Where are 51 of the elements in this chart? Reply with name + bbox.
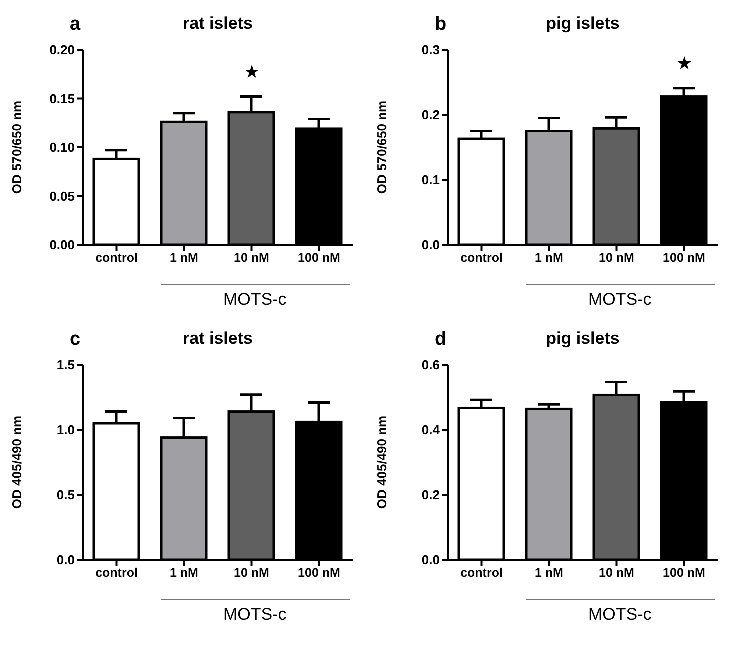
y-axis-title: OD 570/650 nm bbox=[10, 100, 25, 194]
y-tick-label: 0.10 bbox=[50, 140, 75, 156]
x-tick-label: 10 nM bbox=[599, 250, 634, 265]
x-tick-label: 100 nM bbox=[298, 566, 340, 580]
chart-title: rat islets bbox=[182, 14, 254, 34]
y-tick-label: 0.05 bbox=[50, 188, 75, 204]
annotation: ★ bbox=[244, 62, 260, 82]
y-tick-label: 0.20 bbox=[50, 42, 75, 58]
x-tick-label: 10 nM bbox=[234, 250, 270, 265]
x-tick-label: control bbox=[460, 566, 503, 580]
y-axis-title: OD 405/490 nm bbox=[10, 416, 25, 510]
x-tick-label: 1 nM bbox=[535, 250, 564, 265]
x-tick-label: 1 nM bbox=[170, 250, 198, 265]
y-tick-label: 0.6 bbox=[422, 358, 440, 373]
y-tick-label: 0.0 bbox=[56, 552, 75, 568]
y-tick-label: 0.2 bbox=[422, 488, 440, 503]
text: b bbox=[435, 14, 447, 36]
chart-title: rat islets bbox=[182, 329, 254, 349]
x-tick-label: 100 nM bbox=[663, 250, 706, 265]
text: d bbox=[435, 329, 447, 351]
annotation: ★ bbox=[676, 53, 692, 74]
text: a bbox=[70, 14, 81, 36]
text: MOTS-c bbox=[222, 605, 288, 625]
x-tick-label: control bbox=[96, 250, 138, 265]
y-tick-label: 0.0 bbox=[422, 238, 440, 253]
text: MOTS-c bbox=[587, 290, 653, 310]
text: MOTS-c bbox=[222, 290, 288, 310]
y-tick-label: 0.00 bbox=[50, 238, 75, 253]
y-tick-label: 0.15 bbox=[50, 91, 75, 106]
chart-title: pig islets bbox=[545, 329, 621, 349]
y-tick-label: 0.5 bbox=[56, 488, 75, 503]
x-tick-label: 1 nM bbox=[170, 566, 198, 580]
y-tick-label: 1.0 bbox=[56, 422, 75, 438]
y-tick-label: 0.3 bbox=[422, 42, 440, 58]
x-tick-label: control bbox=[96, 566, 138, 580]
y-tick-label: 0.0 bbox=[422, 552, 440, 568]
y-axis-title: OD 405/490 nm bbox=[374, 416, 390, 510]
y-tick-label: 0.4 bbox=[422, 422, 441, 438]
x-tick-label: 100 nM bbox=[663, 566, 706, 580]
text: MOTS-c bbox=[587, 605, 653, 625]
y-tick-label: 0.2 bbox=[422, 108, 440, 123]
x-tick-label: control bbox=[460, 250, 503, 265]
x-tick-label: 10 nM bbox=[234, 566, 270, 580]
text: c bbox=[70, 329, 81, 351]
x-tick-label: 100 nM bbox=[298, 250, 340, 265]
x-tick-label: 1 nM bbox=[535, 566, 564, 580]
chart-title: pig islets bbox=[545, 14, 621, 34]
y-tick-label: 1.5 bbox=[56, 358, 75, 373]
y-tick-label: 0.1 bbox=[422, 172, 440, 188]
x-tick-label: 10 nM bbox=[599, 566, 634, 580]
y-axis-title: OD 570/650 nm bbox=[374, 100, 390, 194]
